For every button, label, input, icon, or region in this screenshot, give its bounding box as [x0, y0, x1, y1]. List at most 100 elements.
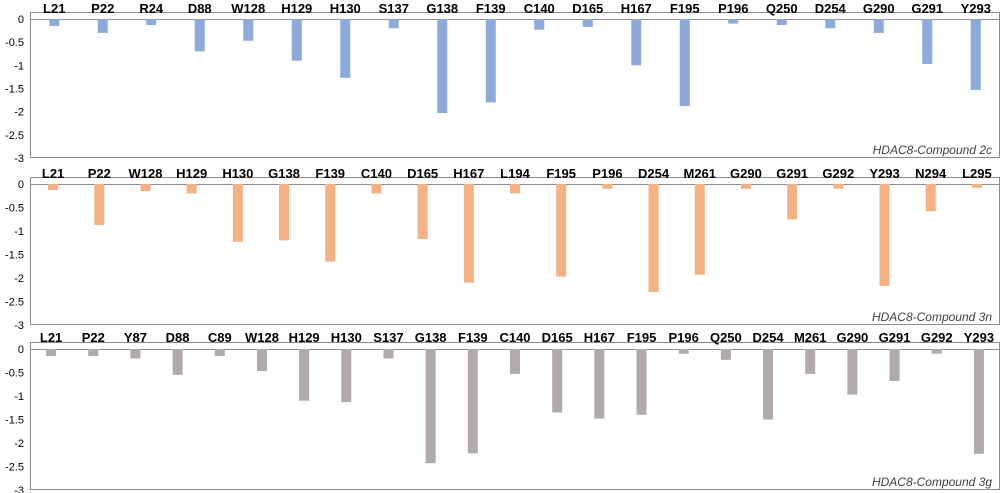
- category-label: G290: [730, 166, 762, 181]
- panel-title: HDAC8-Compound 2c: [873, 143, 992, 157]
- category-label: M261: [794, 330, 827, 345]
- category-label: Y87: [124, 330, 147, 345]
- category-label: Q250: [710, 330, 742, 345]
- category-label: H130: [330, 1, 361, 16]
- category-label: R24: [139, 1, 164, 16]
- y-tick-label: -1.5: [5, 415, 24, 427]
- category-label: D165: [572, 1, 603, 16]
- category-label: L194: [500, 166, 530, 181]
- category-label: G138: [415, 330, 447, 345]
- bar-m261: [805, 349, 816, 374]
- y-tick-label: -0.5: [5, 203, 24, 215]
- panel-frame: [30, 12, 1000, 158]
- category-label: L295: [962, 166, 992, 181]
- bar-m261: [694, 184, 705, 275]
- bar-h130: [340, 19, 351, 78]
- category-label: Y293: [869, 166, 899, 181]
- category-label: P22: [82, 330, 105, 345]
- category-label: H167: [453, 166, 484, 181]
- y-tick-label: -2.5: [5, 462, 24, 474]
- panel-3n: 0 -0.5 -1 -1.5 -2 -2.5 -3 L21 P22 W128 H129 H130 G13…: [5, 166, 1000, 332]
- category-label: P196: [718, 1, 748, 16]
- y-tick-label: 0: [18, 344, 24, 356]
- category-label: L21: [40, 330, 62, 345]
- bar-w128: [140, 184, 151, 192]
- bar-d165: [552, 349, 563, 413]
- bar-g292: [833, 184, 844, 189]
- bar-l194: [510, 184, 520, 194]
- bar-w128: [243, 19, 254, 41]
- bar-w128: [256, 349, 267, 372]
- bar-d254: [648, 184, 659, 293]
- bar-l21: [46, 349, 57, 357]
- bar-y293: [973, 349, 984, 454]
- category-label: F139: [315, 166, 345, 181]
- category-label: H130: [222, 166, 253, 181]
- category-label: S137: [379, 1, 409, 16]
- bar-l21: [49, 19, 60, 26]
- category-label: G291: [879, 330, 911, 345]
- category-label: G291: [911, 1, 943, 16]
- bar-p196: [728, 19, 739, 24]
- bar-d88: [194, 19, 205, 52]
- category-label: G290: [836, 330, 868, 345]
- bar-h167: [463, 184, 474, 283]
- category-label: G291: [776, 166, 808, 181]
- category-label: G138: [426, 1, 458, 16]
- bar-g291: [922, 19, 933, 64]
- bar-f195: [556, 184, 567, 277]
- y-tick-label: -2: [14, 438, 24, 450]
- bar-d254: [763, 349, 774, 420]
- bar-f195: [636, 349, 647, 415]
- category-label: W128: [231, 1, 265, 16]
- bar-y293: [879, 184, 890, 286]
- bar-p22: [94, 184, 105, 225]
- panel-3g: 0 -0.5 -1 -1.5 -2 -2.5 -3 L21 P22 Y87 D88 C89 W128 H1…: [5, 330, 1000, 493]
- category-label: Y293: [961, 1, 991, 16]
- category-label: H167: [584, 330, 615, 345]
- bar-h167: [631, 19, 642, 66]
- category-label: H130: [331, 330, 362, 345]
- category-label: H129: [289, 330, 320, 345]
- category-label: D88: [188, 1, 212, 16]
- y-tick-label: -1: [14, 226, 24, 238]
- bar-d165: [582, 19, 593, 27]
- category-label: F195: [670, 1, 700, 16]
- category-label: P22: [91, 1, 114, 16]
- y-tick-label: -1.5: [5, 250, 24, 262]
- bar-p196: [602, 184, 613, 189]
- bar-g291: [889, 349, 900, 381]
- category-label: P196: [669, 330, 699, 345]
- bar-p22: [88, 349, 99, 357]
- category-label: C140: [499, 330, 530, 345]
- bar-l295: [971, 184, 982, 188]
- bar-g292: [931, 349, 942, 354]
- category-label: W128: [128, 166, 162, 181]
- category-label: D254: [638, 166, 670, 181]
- bar-h129: [186, 184, 197, 194]
- category-label: C140: [524, 1, 555, 16]
- bar-h130: [232, 184, 243, 242]
- bar-f139: [485, 19, 496, 103]
- category-label: H167: [621, 1, 652, 16]
- category-label: F195: [627, 330, 657, 345]
- bar-c140: [534, 19, 545, 30]
- category-label: G138: [268, 166, 300, 181]
- category-label: Y293: [964, 330, 994, 345]
- y-tick-label: -2.5: [5, 297, 24, 309]
- category-label: C89: [208, 330, 232, 345]
- y-tick-label: -1: [14, 391, 24, 403]
- category-label: S137: [373, 330, 403, 345]
- category-label: G292: [921, 330, 953, 345]
- bar-y293: [970, 19, 981, 90]
- bar-l21: [48, 184, 59, 191]
- bar-h129: [299, 349, 310, 401]
- y-tick-label: 0: [18, 179, 24, 191]
- category-label: D254: [753, 330, 785, 345]
- panel-frame: [30, 177, 1000, 325]
- bar-h130: [341, 349, 352, 403]
- category-label: D88: [166, 330, 190, 345]
- bar-d165: [417, 184, 428, 239]
- y-tick-label: -1: [14, 60, 24, 72]
- bar-p196: [678, 349, 689, 354]
